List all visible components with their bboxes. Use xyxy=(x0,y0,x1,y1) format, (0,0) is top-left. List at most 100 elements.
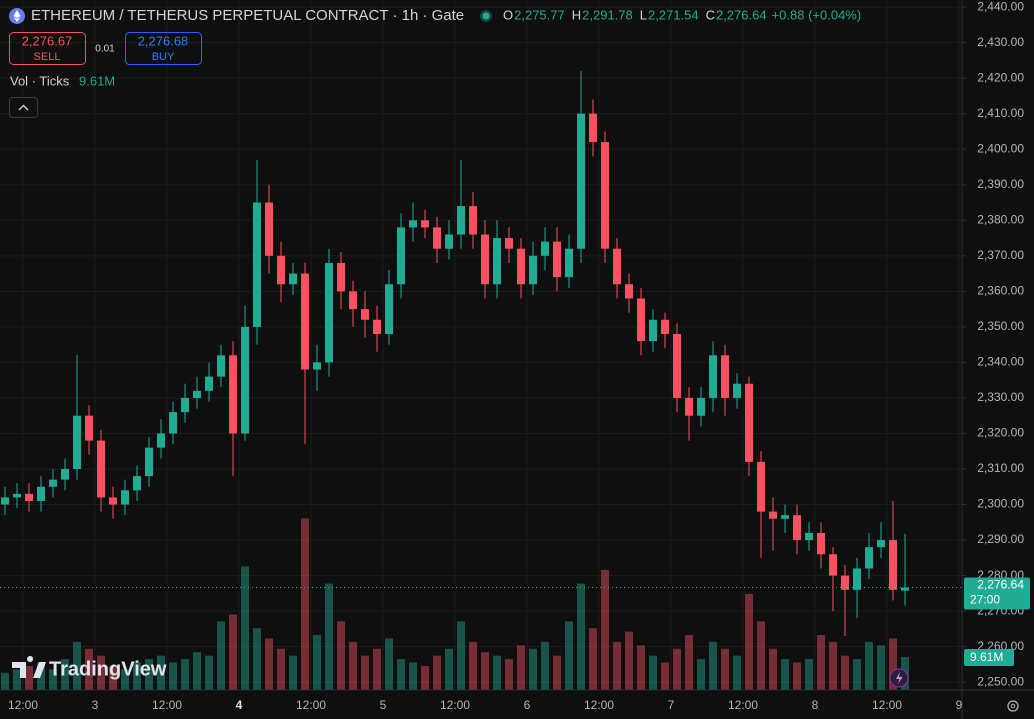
collapse-icon xyxy=(18,104,29,111)
volume-bar xyxy=(588,628,597,690)
collapse-button[interactable] xyxy=(9,97,38,118)
volume-bar xyxy=(744,593,753,690)
candle-body xyxy=(684,397,693,416)
x-tick-label: 12:00 xyxy=(872,698,902,712)
y-tick-label: 2,390.00 xyxy=(977,177,1024,191)
x-tick-label: 6 xyxy=(524,698,531,712)
candle-body xyxy=(264,202,273,256)
volume-bar xyxy=(432,655,441,690)
volume-bar xyxy=(828,641,837,690)
candle-body xyxy=(396,227,405,285)
candle-body xyxy=(240,326,249,434)
volume-bar xyxy=(456,621,465,690)
sell-button[interactable] xyxy=(9,32,86,65)
candle-body xyxy=(624,284,633,299)
volume-bar xyxy=(84,648,93,690)
buy-label: BUY xyxy=(152,51,175,63)
volume-bar xyxy=(0,672,9,690)
settings-icon[interactable] xyxy=(1007,700,1019,712)
volume-bar xyxy=(660,662,669,690)
y-tick-label: 2,440.00 xyxy=(977,0,1024,13)
candle-body xyxy=(852,568,861,590)
volume-bar xyxy=(780,659,789,690)
candle-body xyxy=(780,515,789,519)
candle-body xyxy=(120,490,129,505)
ohlc-value: 2,271.54 xyxy=(648,7,699,22)
candle-body xyxy=(660,319,669,334)
volume-bar xyxy=(36,662,45,690)
candle-layer xyxy=(0,71,962,636)
candle-body xyxy=(204,376,213,391)
x-tick-label: 12:00 xyxy=(584,698,614,712)
candle-body xyxy=(24,493,33,501)
ohlc-key: H xyxy=(572,7,581,22)
volume-bar xyxy=(372,648,381,690)
candle-body xyxy=(360,309,369,320)
y-tick-label: 2,420.00 xyxy=(977,70,1024,84)
volume-bar xyxy=(348,641,357,690)
buy-button[interactable] xyxy=(125,32,202,65)
candle-body xyxy=(552,241,561,278)
x-tick-label: 12:00 xyxy=(8,698,38,712)
volume-bar xyxy=(612,641,621,690)
indicator-value: 9.61M xyxy=(79,73,115,88)
volume-bar xyxy=(276,648,285,690)
volume-bar xyxy=(768,648,777,690)
y-tick-label: 2,370.00 xyxy=(977,248,1024,262)
volume-bar xyxy=(240,566,249,690)
candle-body xyxy=(384,284,393,334)
candle-body xyxy=(648,319,657,342)
symbol-title: ETHEREUM / TETHERUS PERPETUAL CONTRACT ·… xyxy=(31,7,464,24)
ohlc-key: O xyxy=(503,7,513,22)
candle-body xyxy=(516,248,525,285)
candle-body xyxy=(900,587,909,591)
volume-bar xyxy=(624,631,633,690)
ohlc-key: L xyxy=(640,7,647,22)
coin-glyph xyxy=(13,10,21,22)
volume-bar xyxy=(852,659,861,690)
ohlc-legend: O 2,275.77 H 2,291.78 L 2,271.54 C 2,276.64 +0.8… xyxy=(503,7,861,22)
volume-bar xyxy=(300,518,309,690)
candle-body xyxy=(804,532,813,541)
volume-bar xyxy=(756,621,765,690)
volume-last-label: 9.61M xyxy=(970,650,1003,664)
volume-bar xyxy=(252,628,261,690)
ohlc-value: 2,276.64 xyxy=(716,7,767,22)
volume-bar xyxy=(144,659,153,690)
candle-body xyxy=(612,248,621,285)
volume-bar xyxy=(840,655,849,690)
y-tick-label: 2,250.00 xyxy=(977,674,1024,688)
x-tick-label: 12:00 xyxy=(728,698,758,712)
candle-body xyxy=(288,273,297,285)
volume-bar xyxy=(468,641,477,690)
volume-bar xyxy=(180,659,189,690)
volume-bar xyxy=(888,638,897,690)
candle-body xyxy=(336,262,345,292)
last-price-label: 2,276.64 xyxy=(977,578,1024,592)
y-tick-label: 2,290.00 xyxy=(977,532,1024,546)
candle-body xyxy=(792,515,801,541)
volume-bar xyxy=(636,645,645,690)
last-price-box xyxy=(964,577,1030,610)
volume-bar xyxy=(444,648,453,690)
volume-bar xyxy=(72,641,81,690)
volume-bar xyxy=(804,659,813,690)
volume-bar xyxy=(120,669,129,690)
volume-bar xyxy=(384,638,393,690)
volume-bar xyxy=(576,583,585,690)
candle-body xyxy=(732,383,741,398)
volume-bar xyxy=(516,645,525,690)
volume-layer xyxy=(0,518,909,690)
candle-body xyxy=(192,390,201,398)
y-tick-label: 2,360.00 xyxy=(977,284,1024,298)
volume-bar xyxy=(312,635,321,690)
volume-bar xyxy=(600,569,609,690)
candle-body xyxy=(432,227,441,249)
x-tick-label: 12:00 xyxy=(440,698,470,712)
y-tick-label: 2,340.00 xyxy=(977,355,1024,369)
candle-body xyxy=(444,234,453,249)
countdown: 27:00 xyxy=(970,593,1000,607)
volume-bar xyxy=(540,641,549,690)
candle-body xyxy=(456,206,465,235)
